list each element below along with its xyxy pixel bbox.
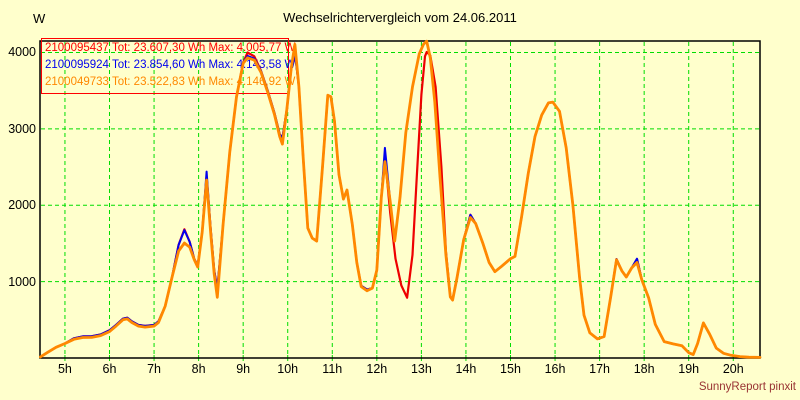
y-tick-label-4000: 4000 — [8, 45, 36, 60]
chart-title: Wechselrichtervergleich vom 24.06.2011 — [283, 10, 517, 25]
x-tick-label-20h: 20h — [722, 362, 744, 376]
legend-item-2100095437: 2100095437 Tot: 23.607,30 Wh Max: 4.005,… — [45, 42, 296, 54]
y-tick-label-2000: 2000 — [8, 198, 36, 213]
y-tick-label-3000: 3000 — [8, 121, 36, 136]
x-tick-label-14h: 14h — [455, 362, 477, 376]
x-tick-label-13h: 13h — [410, 362, 432, 376]
x-tick-label-12h: 12h — [366, 362, 388, 376]
x-tick-label-19h: 19h — [678, 362, 700, 376]
x-tick-label-6h: 6h — [102, 362, 117, 376]
y-tick-label-1000: 1000 — [8, 274, 36, 289]
y-axis-unit-label: W — [33, 11, 46, 26]
legend-box: 2100095437 Tot: 23.607,30 Wh Max: 4.005,… — [41, 38, 296, 94]
x-tick-label-9h: 9h — [236, 362, 251, 376]
x-tick-label-17h: 17h — [589, 362, 611, 376]
x-tick-label-5h: 5h — [57, 362, 72, 376]
x-tick-label-18h: 18h — [633, 362, 655, 376]
x-tick-label-7h: 7h — [147, 362, 161, 376]
x-tick-label-10h: 10h — [277, 362, 299, 376]
x-tick-label-11h: 11h — [322, 362, 343, 376]
watermark: SunnyReport pinxit — [698, 381, 796, 393]
x-tick-label-8h: 8h — [191, 362, 206, 376]
legend-item-2100049733: 2100049733 Tot: 23.522,83 Wh Max: 4.146,… — [45, 76, 296, 88]
x-tick-label-16h: 16h — [544, 362, 566, 376]
x-tick-label-15h: 15h — [500, 362, 521, 376]
legend-item-2100095924: 2100095924 Tot: 23.854,60 Wh Max: 4.143,… — [45, 59, 296, 71]
